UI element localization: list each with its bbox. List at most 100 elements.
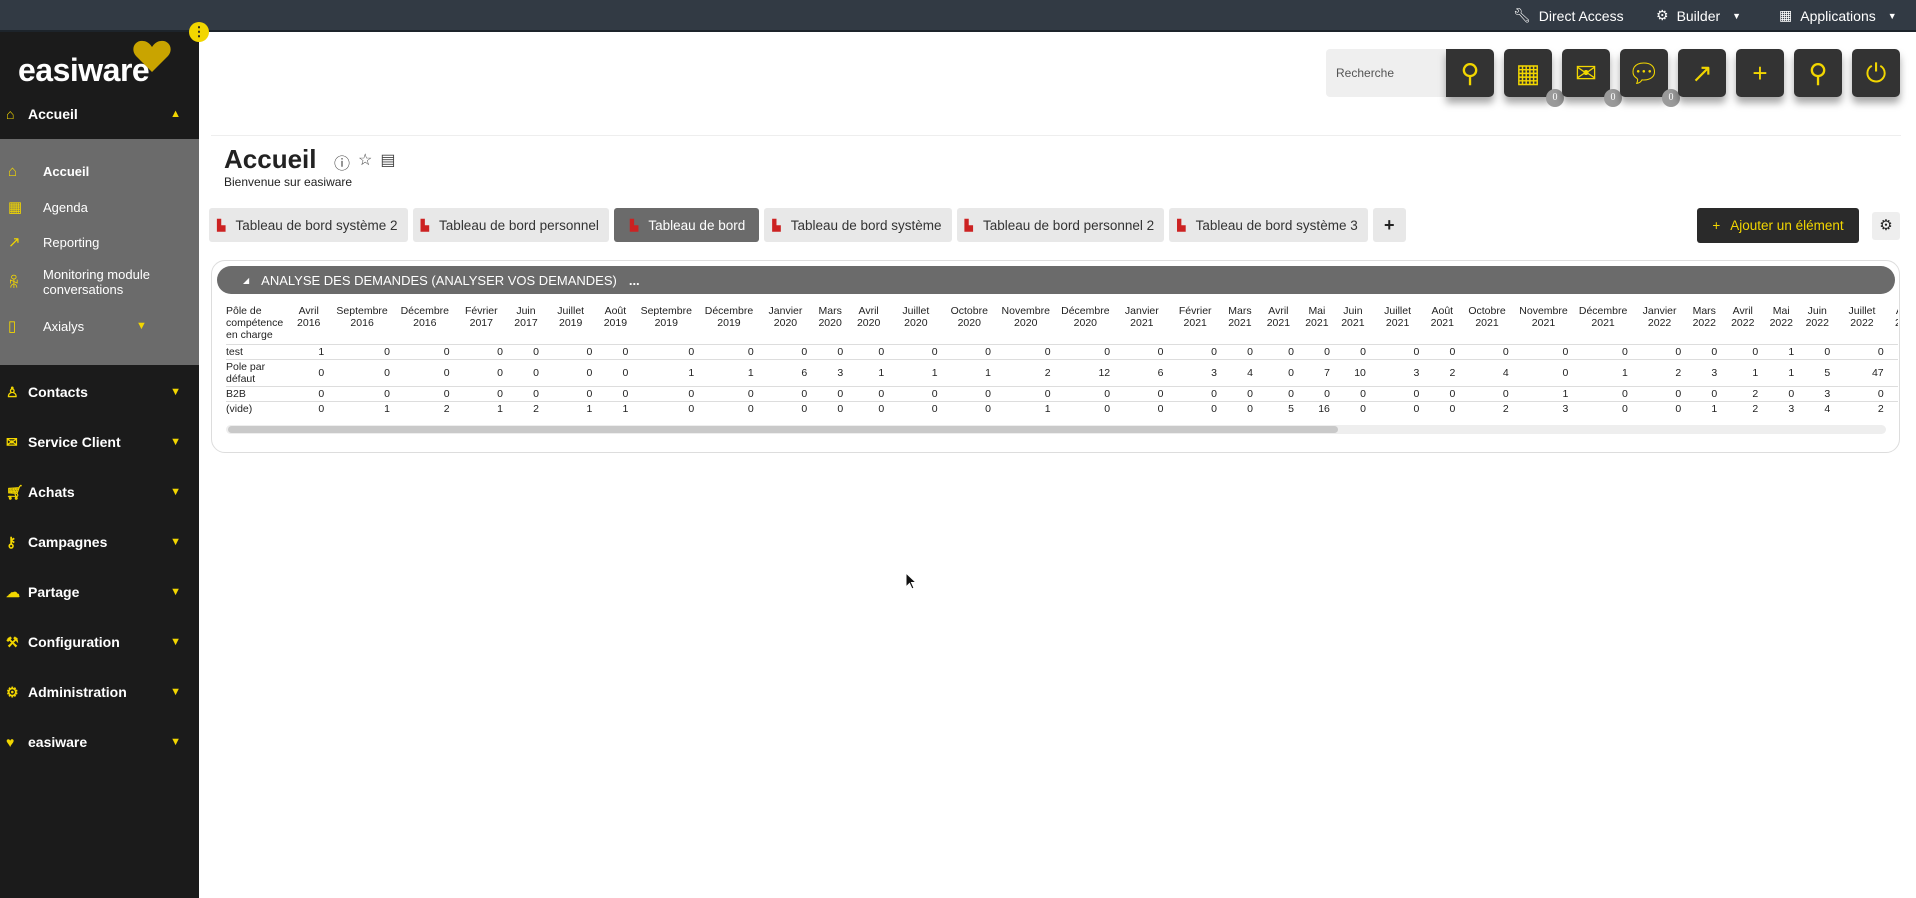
sidebar-section-achats[interactable]: 🛒︎ Achats ▼ [0,472,199,512]
sidebar-item-accueil[interactable]: ⌂ Accueil [0,163,199,180]
column-header[interactable]: Décembre 2020 [1061,305,1110,329]
column-header[interactable]: Avril 2020 [856,305,881,329]
column-header[interactable]: Août 2019 [603,305,628,329]
column-header[interactable]: Juillet 2021 [1384,305,1412,329]
logout-button[interactable]: ⏻ [1852,49,1900,97]
column-header[interactable]: Octobre 2020 [950,305,988,329]
reporting-button[interactable]: ↗ [1678,49,1726,97]
column-header[interactable]: Juillet 2020 [902,305,930,329]
column-header[interactable]: Septembre 2016 [336,305,388,329]
column-header[interactable]: Août 2021 [1430,305,1454,329]
column-header[interactable]: Juin 2017 [514,305,538,329]
logo[interactable]: easiware [18,52,150,88]
column-header[interactable]: Décembre 2021 [1578,305,1628,329]
horizontal-scrollbar[interactable] [226,425,1886,434]
column-header[interactable]: Juillet 2019 [557,305,585,329]
sidebar-section-administration[interactable]: ⚙ Administration ▼ [0,672,199,712]
search-input[interactable]: Recherche [1326,49,1446,97]
profile-button[interactable]: ⚲ [1794,49,1842,97]
dashboard-icon: ▙ [1177,219,1186,232]
caret-down-icon: ▼ [136,320,147,332]
tab-dashboard-6[interactable]: ▙ Tableau de bord système 3 [1169,208,1368,242]
tab-dashboard-2[interactable]: ▙ Tableau de bord personnel [412,208,609,242]
chat-button[interactable]: 💬︎ 0 [1620,49,1680,107]
sidebar-item-reporting[interactable]: ↗ Reporting [0,233,199,251]
column-header[interactable]: Juillet 2022 [1848,305,1876,329]
table-cell: 0 [758,344,813,360]
widget-menu-button[interactable]: ... [628,272,640,288]
tab-dashboard-3[interactable]: ▙ Tableau de bord [613,208,760,242]
sidebar-section-partage[interactable]: ☁ Partage ▼ [0,572,199,612]
column-header[interactable]: Juin 2022 [1805,305,1829,329]
column-header[interactable]: Janvier 2021 [1124,305,1159,329]
people-icon: ꆜ [8,275,20,292]
sidebar-section-campagnes[interactable]: ⚷ Campagnes ▼ [0,522,199,562]
sidebar-item-monitoring[interactable]: ꆜ Monitoring module conversations [0,267,190,297]
column-header[interactable]: Avril 2022 [1731,305,1755,329]
table-cell: 0 [1799,344,1836,360]
table-cell: 0 [454,359,508,387]
column-header[interactable]: Septembre 2019 [640,305,692,329]
column-header[interactable]: Décembre 2016 [400,305,450,329]
column-header[interactable]: Décembre 2019 [704,305,754,329]
star-icon[interactable]: ☆ [358,152,373,169]
sidebar-section-accueil[interactable]: ⌂ Accueil ▲ [0,94,199,134]
column-header[interactable]: Mars 2020 [818,305,842,329]
column-header[interactable]: Mai 2022 [1769,305,1793,329]
add-button[interactable]: + [1736,49,1784,97]
tab-dashboard-4[interactable]: ▙ Tableau de bord système [764,208,952,242]
column-header[interactable]: Avril 2021 [1266,305,1291,329]
table-cell: 6 [758,359,813,387]
direct-access-link[interactable]: 🔧︎ Direct Access [1513,7,1624,24]
sidebar-item-agenda[interactable]: ▦ Agenda [0,198,199,216]
column-header[interactable]: Janvier 2022 [1642,305,1677,329]
column-header[interactable]: Août 2022 [1889,305,1898,345]
table-cell: 2 [1722,401,1764,415]
sidebar-section-service-client[interactable]: ✉ Service Client ▼ [0,422,199,462]
table-cell: 1 [1888,401,1898,415]
table-cell: 0 [1460,344,1514,360]
more-options-button[interactable]: ⋮ [189,22,209,42]
table-cell: 0 [1168,401,1222,415]
column-header[interactable]: Avril 2016 [297,305,321,329]
column-header[interactable]: Février 2021 [1178,305,1212,329]
column-header[interactable]: Février 2017 [464,305,498,329]
add-element-button[interactable]: + Ajouter un élément [1697,208,1859,243]
sidebar-section-configuration[interactable]: ⚒ Configuration ▼ [0,622,199,662]
table-cell: 0 [1686,344,1723,360]
tab-dashboard-5[interactable]: ▙ Tableau de bord personnel 2 [956,208,1165,242]
table-cell: 0 [1573,344,1633,360]
add-tab-button[interactable]: + [1372,208,1406,242]
scrollbar-thumb[interactable] [228,426,1338,433]
table-cell: 28 [1888,386,1898,402]
column-header[interactable]: Mai 2021 [1305,305,1329,329]
table-cell: 0 [1257,359,1299,387]
collapse-icon[interactable]: ◢ [243,275,250,285]
column-header[interactable]: Juin 2021 [1341,305,1365,329]
table-cell: 0 [758,401,813,415]
tab-dashboard-1[interactable]: ▙ Tableau de bord système 2 [209,208,408,242]
table-cell: 0 [1370,344,1425,360]
column-header[interactable]: Mars 2021 [1228,305,1252,329]
calendar-button[interactable]: ▦ 0 [1504,49,1564,107]
column-header[interactable]: Novembre 2020 [1001,305,1050,329]
table-cell: 0 [1055,401,1116,415]
column-header[interactable]: Mars 2022 [1692,305,1716,329]
settings-button[interactable]: ⚙ [1872,212,1900,240]
search-button[interactable]: ⚲ [1446,49,1494,97]
mail-button[interactable]: ✉ 0 [1562,49,1622,107]
builder-menu[interactable]: ⚙ Builder ▼ [1656,7,1742,24]
help-icon[interactable]: ⓘ [334,156,351,173]
sidebar-section-contacts[interactable]: ♙ Contacts ▼ [0,372,199,412]
column-header[interactable]: Novembre 2021 [1519,305,1568,329]
applications-menu[interactable]: ▦ Applications ▼ [1779,7,1897,24]
page-title: Accueil [224,144,317,174]
widget-header[interactable]: ◢ ANALYSE DES DEMANDES (ANALYSER VOS DEMA… [217,266,1895,294]
document-icon[interactable]: ▤ [380,152,396,169]
sidebar-section-easiware[interactable]: ♥ easiware ▼ [0,722,199,762]
plus-icon: + [1752,58,1768,88]
column-header[interactable]: Janvier 2020 [768,305,803,329]
sidebar-item-axialys[interactable]: ▯ Axialys ▼ [0,317,199,335]
column-header[interactable]: Octobre 2021 [1468,305,1506,329]
table-cell: 0 [1763,386,1800,402]
